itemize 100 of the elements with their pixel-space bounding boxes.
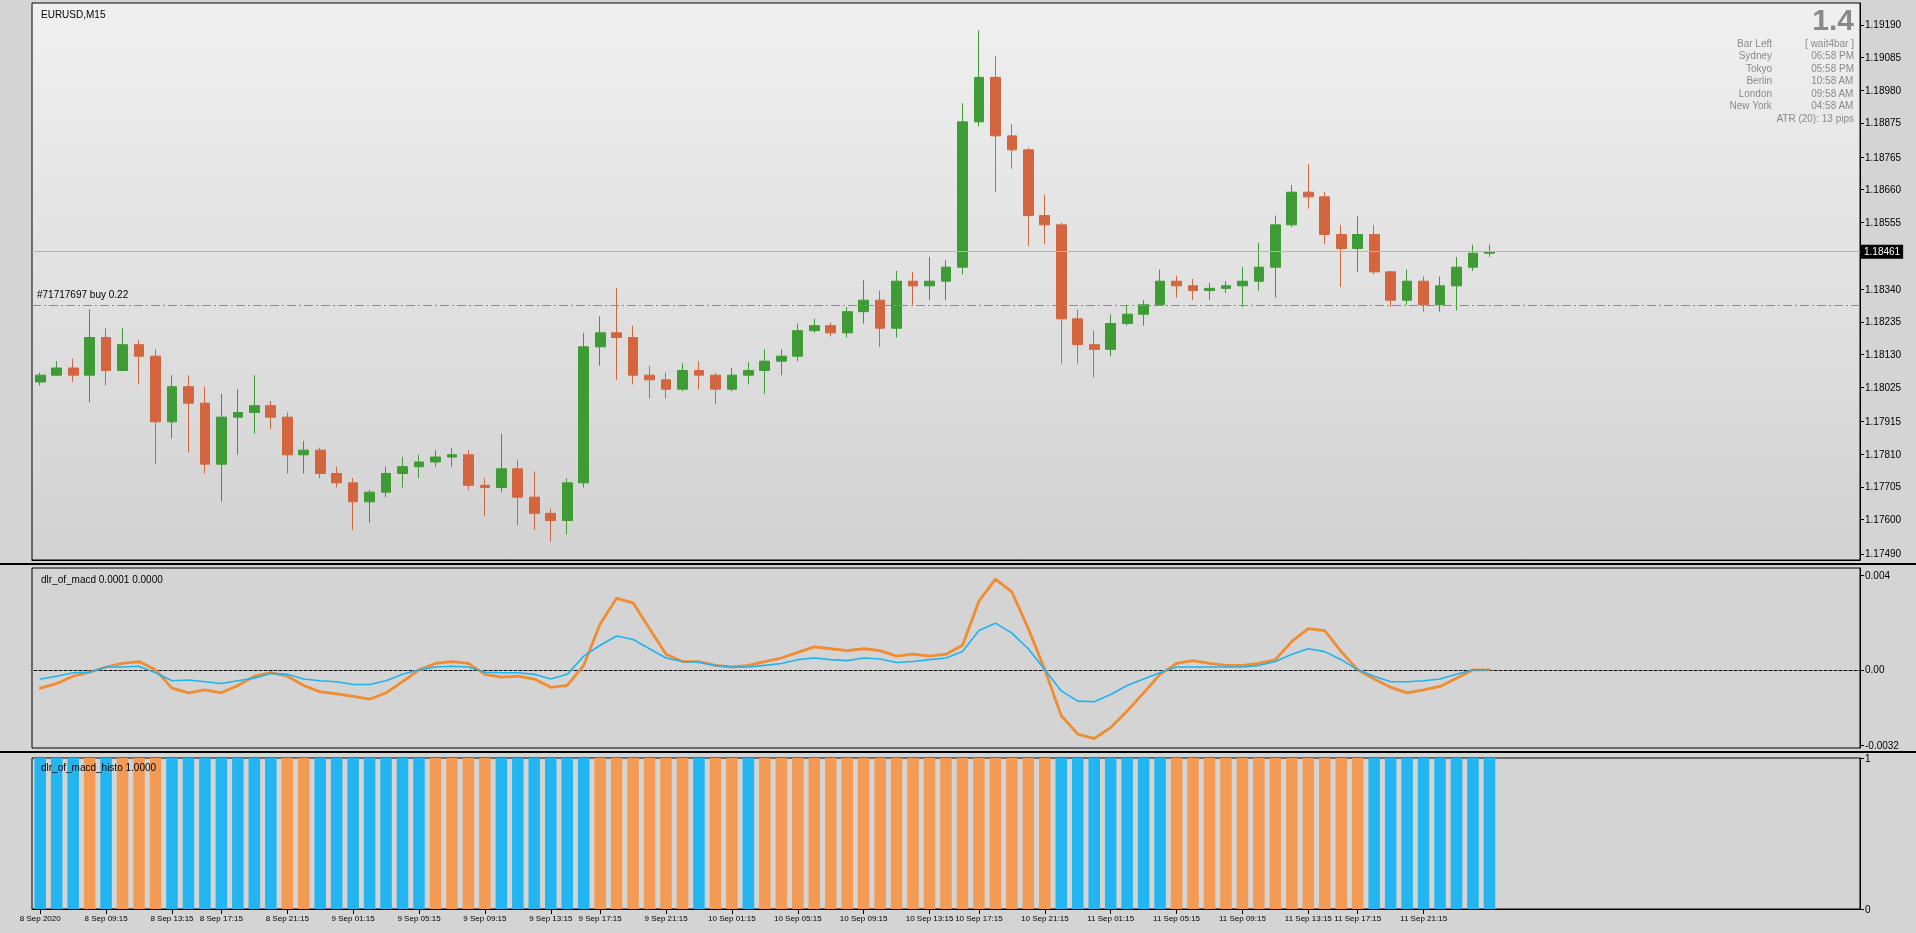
y-tick-label: 1.17490 [1865,548,1902,560]
candlestick [216,393,227,503]
candlestick [1451,256,1462,311]
candlestick [1352,215,1363,273]
y-tick-label: 1.19190 [1865,19,1902,31]
annotation: 05:58 PM [1811,62,1855,74]
x-tick-label: 8 Sep 17:15 [199,913,244,923]
candlestick [381,466,391,498]
candlestick [265,400,276,430]
candlestick [298,440,309,474]
candlestick [200,386,210,474]
candlestick [167,374,177,439]
candlestick [661,372,671,399]
candlestick [1468,244,1478,272]
candlestick [727,367,737,392]
candlestick [858,279,869,325]
annotation: Bar Left [1736,37,1773,49]
x-tick-label: 10 Sep 13:15 [905,913,954,923]
x-tick-label: 11 Sep 09:15 [1218,913,1267,923]
x-tick-label: 10 Sep 09:15 [839,913,888,923]
candlestick [51,360,62,376]
candlestick [1122,304,1133,327]
candlestick [35,372,46,386]
candlestick [1418,276,1429,313]
candlestick [1138,299,1149,327]
candlestick [480,477,490,517]
candlestick [694,360,704,390]
annotation: 1.4 [1812,2,1855,36]
candlestick [578,332,589,488]
candlestick [364,489,375,524]
ref-line-label: #71717697 buy 0.22 [37,289,129,301]
x-tick-label: 10 Sep 05:15 [773,913,823,923]
candlestick [1270,215,1281,299]
x-tick-label: 9 Sep 13:15 [529,913,573,923]
candlestick [941,259,951,301]
candlestick [710,372,721,405]
y-tick-label: 1.19085 [1865,51,1902,63]
x-tick-label: 8 Sep 13:15 [150,913,195,923]
candlestick [1039,194,1050,245]
candlestick [545,508,556,543]
candlestick [1188,278,1198,301]
x-tick-label: 8 Sep 21:15 [265,913,310,923]
candlestick [430,449,441,468]
line-series [38,577,1491,740]
x-tick-label: 9 Sep 01:15 [331,913,376,923]
candlestick [414,454,424,479]
x-tick-label: 11 Sep 21:15 [1400,913,1448,923]
candlestick [183,374,194,453]
candlestick [1221,280,1231,294]
candlestick [957,102,968,275]
x-tick-label: 10 Sep 01:15 [708,913,757,923]
annotation: 04:58 AM [1811,100,1854,111]
annotation: 06:58 PM [1811,50,1855,61]
candlestick [68,358,79,383]
candlestick [512,458,523,526]
y-tick-label: 1.18660 [1865,184,1902,196]
y-tick-label: 1.17705 [1865,481,1902,493]
y-tick-label: 0 [1865,903,1871,915]
candlestick [1237,266,1248,308]
candlestick [908,271,918,306]
candlestick [743,361,754,385]
y-tick-label: 1.18875 [1865,117,1902,129]
candlestick [447,447,457,468]
candlestick [1254,242,1264,292]
x-tick-label: 10 Sep 21:15 [1021,913,1070,923]
x-tick-label: 9 Sep 17:15 [578,913,623,923]
candlestick [249,374,260,435]
candlestick [315,447,326,479]
candlestick [825,322,836,337]
annotation: [ wait4bar ] [1805,37,1855,49]
candlestick [117,327,128,371]
x-tick-label: 11 Sep 13:15 [1284,913,1333,923]
ref-line-label: 1.18461 [1864,246,1901,258]
candlestick [1385,270,1396,308]
candlestick [1072,309,1083,364]
candlestick [1319,191,1330,245]
x-tick-label: 9 Sep 05:15 [397,913,442,923]
chart-title: dlr_of_macd_histo 1.0000 [41,761,157,773]
candlestick [1435,276,1445,313]
candlestick [1369,224,1380,275]
candlestick [1007,123,1017,170]
y-tick-label: 1.17600 [1865,514,1902,526]
y-tick-label: 0.004 [1865,569,1891,581]
candlestick [792,323,803,362]
y-tick-label: 1.17915 [1865,416,1902,428]
candlestick [101,327,111,386]
y-tick-label: 1 [1865,752,1871,764]
candlestick [562,477,573,535]
y-tick-label: 1.18340 [1865,283,1902,295]
y-tick-label: 1.18555 [1865,216,1902,228]
candlestick [842,306,853,339]
candlestick [1023,147,1034,247]
x-tick-label: 8 Sep 09:15 [84,913,129,923]
x-tick-label: 8 Sep 2020 [19,913,62,923]
candlestick [875,290,885,348]
text: EURUSD,M15 [41,8,106,20]
candlestick [1336,224,1347,288]
candlestick [1171,275,1182,299]
candlestick [809,318,820,334]
candlestick [1155,269,1165,306]
